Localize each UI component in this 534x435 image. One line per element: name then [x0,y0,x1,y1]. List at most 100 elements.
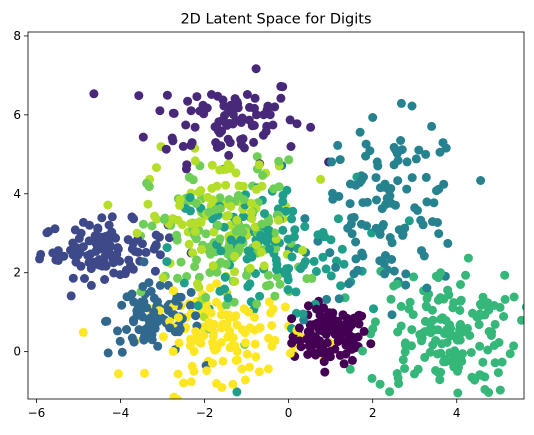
scatter-point-digit-1 [162,90,172,100]
scatter-point-digit-5 [326,271,336,281]
scatter-point-digit-6 [370,317,380,327]
scatter-point-digit-6 [500,294,510,304]
scatter-point-digit-1 [228,119,238,129]
scatter-point-digit-0 [302,334,312,344]
scatter-point-digit-5 [281,206,291,216]
scatter-point-digit-6 [428,340,438,350]
scatter-point-digit-6 [493,368,503,378]
scatter-point-digit-0 [342,313,352,323]
scatter-point-digit-7 [264,270,273,280]
scatter-point-digit-8 [251,240,261,250]
scatter-point-digit-6 [454,362,463,372]
scatter-point-digit-6 [405,297,415,307]
scatter-point-digit-5 [287,214,297,224]
scatter-point-digit-1 [134,91,144,101]
scatter-point-digit-4 [387,310,397,320]
scatter-point-digit-7 [224,242,234,252]
scatter-point-digit-4 [351,237,361,247]
y-tick-label: 0 [13,345,21,359]
scatter-point-digit-4 [322,294,332,304]
scatter-point-digit-9 [202,366,212,376]
scatter-point-digit-7 [172,230,182,240]
scatter-point-digit-3 [165,323,175,333]
scatter-point-digit-6 [455,305,465,315]
scatter-point-digit-2 [52,251,62,260]
scatter-point-digit-9 [189,346,199,356]
scatter-point-digit-5 [289,232,299,242]
scatter-point-digit-9 [78,327,88,337]
scatter-point-digit-9 [173,313,183,323]
scatter-point-digit-9 [227,341,237,350]
scatter-point-digit-1 [225,138,235,148]
scatter-point-digit-8 [234,181,244,191]
scatter-point-digit-9 [191,327,201,337]
scatter-point-digit-7 [201,292,211,302]
scatter-point-digit-5 [263,226,273,235]
scatter-point-digit-4 [396,98,406,108]
scatter-point-digit-8 [190,156,200,166]
scatter-point-digit-4 [411,154,421,164]
scatter-point-digit-5 [337,244,347,254]
scatter-point-digit-4 [344,279,354,289]
scatter-point-digit-4 [313,236,323,246]
scatter-point-digit-5 [162,243,172,253]
scatter-point-digit-4 [347,213,356,223]
scatter-point-digit-7 [221,300,231,310]
scatter-point-digit-7 [272,272,282,282]
scatter-point-digit-2 [101,261,111,271]
scatter-point-digit-4 [443,238,453,248]
scatter-point-digit-4 [433,218,442,227]
scatter-point-digit-1 [251,64,261,74]
scatter-point-digit-8 [221,180,231,190]
scatter-point-digit-4 [387,238,397,248]
scatter-point-digit-4 [335,155,345,165]
scatter-point-digit-0 [308,348,318,358]
y-tick-label: 8 [13,29,21,43]
scatter-point-digit-9 [228,333,238,342]
scatter-point-digit-4 [414,145,424,155]
scatter-point-digit-6 [456,296,465,306]
scatter-point-digit-9 [232,320,242,330]
scatter-point-digit-9 [208,331,218,341]
scatter-point-digit-6 [495,385,505,395]
scatter-point-digit-9 [245,362,254,372]
scatter-point-digit-1 [213,91,223,101]
scatter-point-digit-3 [175,324,185,334]
scatter-point-digit-6 [480,385,490,394]
scatter-point-digit-9 [186,377,196,387]
scatter-point-digit-2 [74,234,84,243]
scatter-point-digit-3 [139,335,149,345]
scatter-point-digit-4 [438,138,448,148]
scatter-point-digit-7 [215,234,225,244]
scatter-point-digit-6 [427,305,437,315]
scatter-point-digit-0 [295,336,305,346]
scatter-point-digit-0 [333,316,343,326]
scatter-point-digit-4 [345,179,355,189]
scatter-point-digit-2 [164,233,174,243]
scatter-point-digit-6 [483,345,493,355]
x-tick-label: −6 [28,406,46,420]
scatter-point-digit-5 [311,267,321,276]
scatter-point-digit-6 [428,315,438,325]
scatter-point-digit-7 [184,172,194,182]
scatter-point-digit-6 [517,315,524,325]
scatter-point-digit-8 [132,228,142,238]
scatter-point-digit-2 [80,274,89,283]
scatter-point-digit-4 [398,230,408,240]
scatter-point-digit-6 [463,253,473,263]
scatter-point-digit-0 [339,359,349,369]
scatter-point-digit-1 [210,122,220,132]
scatter-point-digit-9 [212,279,222,289]
scatter-point-digit-5 [300,222,310,232]
scatter-point-digit-0 [315,325,325,335]
scatter-point-digit-9 [254,367,264,377]
scatter-point-digit-4 [358,251,368,261]
scatter-point-digit-7 [258,170,268,180]
scatter-point-digit-1 [276,93,286,103]
scatter-point-digit-9 [208,358,217,368]
scatter-point-digit-0 [349,313,359,323]
scatter-point-digit-8 [103,200,113,210]
scatter-point-digit-1 [190,122,200,132]
scatter-point-digit-5 [288,206,298,216]
scatter-point-digit-2 [100,251,110,261]
